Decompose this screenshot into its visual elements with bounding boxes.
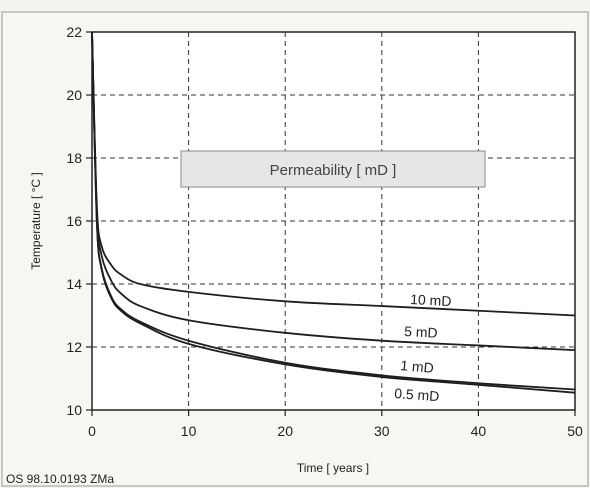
- y-axis-title: Temperature [ °C ]: [29, 172, 43, 270]
- x-tick-label: 30: [374, 423, 390, 439]
- series-label-3: 0.5 mD: [394, 385, 440, 404]
- axis-ticks: [86, 31, 576, 416]
- x-tick-label: 50: [567, 423, 583, 439]
- tick-labels: 0 10 20 30 40 50 10 12 14 16 18 20 22: [66, 24, 583, 439]
- figure-code: OS 98.10.0193 ZMa: [6, 472, 114, 486]
- series-label-2: 1 mD: [400, 357, 435, 376]
- series-label-0: 10 mD: [410, 291, 452, 309]
- legend-title: Permeability [ mD ]: [270, 162, 397, 179]
- y-tick-label: 18: [66, 150, 82, 166]
- y-tick-label: 22: [66, 24, 82, 40]
- x-tick-label: 0: [88, 423, 96, 439]
- x-tick-label: 40: [471, 423, 487, 439]
- series-label-1: 5 mD: [404, 323, 438, 341]
- legend-box: Permeability [ mD ]: [180, 150, 486, 188]
- x-axis-title: Time [ years ]: [297, 461, 369, 475]
- y-tick-label: 20: [66, 87, 82, 103]
- grid-lines: [92, 32, 575, 410]
- x-tick-label: 20: [277, 423, 293, 439]
- y-tick-label: 14: [66, 276, 82, 292]
- series-lines: [91, 31, 576, 394]
- y-tick-label: 16: [66, 213, 82, 229]
- y-tick-label: 12: [66, 339, 82, 355]
- x-tick-label: 10: [181, 423, 197, 439]
- series-labels: 10 mD 5 mD 1 mD 0.5 mD: [394, 291, 452, 404]
- series-line-3: [91, 31, 576, 394]
- y-tick-label: 10: [66, 402, 82, 418]
